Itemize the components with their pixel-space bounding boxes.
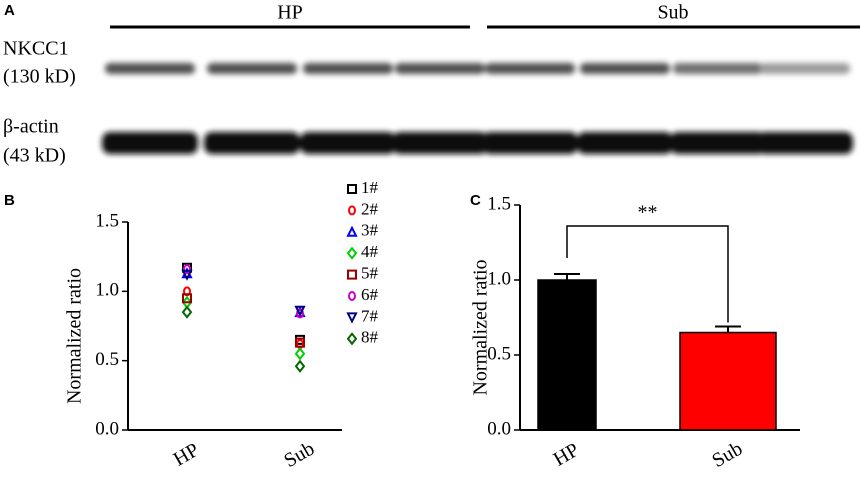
significance-label: ** bbox=[638, 202, 658, 224]
marker bbox=[181, 269, 193, 281]
actin-band bbox=[204, 132, 300, 154]
group-label: HP bbox=[277, 2, 303, 24]
marker bbox=[296, 308, 304, 319]
y-tick-label: 0.0 bbox=[95, 418, 119, 439]
y-axis-title: Normalized ratio bbox=[470, 259, 492, 395]
legend-marker bbox=[346, 225, 358, 237]
group-label: Sub bbox=[657, 2, 688, 24]
marker bbox=[294, 359, 306, 373]
x-tick-label: Sub bbox=[708, 437, 746, 472]
y-tick-label: 1.0 bbox=[95, 280, 119, 301]
blot-bands bbox=[102, 63, 853, 154]
nkcc1-band bbox=[760, 63, 850, 74]
marker bbox=[294, 347, 306, 361]
x-tick-label: HP bbox=[170, 439, 203, 471]
marker bbox=[183, 286, 191, 297]
marker bbox=[294, 305, 306, 317]
row-size: (43 kD) bbox=[3, 145, 66, 167]
bar bbox=[537, 279, 597, 431]
legend-label: 5# bbox=[361, 264, 379, 283]
marker bbox=[295, 337, 305, 348]
actin-band bbox=[482, 132, 578, 154]
actin-band bbox=[300, 132, 396, 154]
nkcc1-band bbox=[580, 63, 670, 74]
x-tick-label: HP bbox=[550, 439, 583, 471]
row-label: β-actin bbox=[3, 116, 59, 138]
legend-label: 2# bbox=[361, 199, 379, 218]
actin-band bbox=[392, 132, 488, 154]
nkcc1-band bbox=[207, 63, 297, 74]
significance-bracket bbox=[566, 225, 729, 323]
y-tick-label: 0.5 bbox=[95, 349, 119, 370]
panel-letter: C bbox=[470, 192, 481, 209]
actin-band bbox=[670, 132, 766, 154]
y-tick-label: 1.0 bbox=[487, 268, 511, 289]
y-tick-label: 0.5 bbox=[487, 343, 511, 364]
legend-marker bbox=[346, 332, 358, 346]
legend-marker bbox=[346, 312, 358, 324]
legend-label: 8# bbox=[361, 328, 379, 347]
y-tick-label: 1.5 bbox=[95, 210, 119, 231]
legend-marker bbox=[348, 291, 356, 301]
nkcc1-band bbox=[303, 63, 393, 74]
legend-marker bbox=[346, 246, 358, 260]
legend-marker bbox=[348, 205, 356, 216]
legend-label: 4# bbox=[361, 242, 379, 261]
row-size: (130 kD) bbox=[3, 66, 76, 88]
legend-marker bbox=[347, 184, 357, 194]
actin-band bbox=[577, 132, 673, 154]
y-axis-title: Normalized ratio bbox=[64, 268, 86, 404]
marker bbox=[182, 262, 192, 273]
legend-label: 3# bbox=[361, 221, 379, 240]
legend-label: 6# bbox=[361, 285, 379, 304]
nkcc1-band bbox=[673, 63, 763, 74]
y-tick-label: 1.5 bbox=[487, 193, 511, 214]
nkcc1-band bbox=[105, 63, 195, 74]
nkcc1-band bbox=[485, 63, 575, 74]
y-tick-label: 0.0 bbox=[487, 418, 511, 439]
row-label: NKCC1 bbox=[3, 38, 69, 60]
bar bbox=[679, 331, 777, 431]
marker bbox=[181, 305, 193, 319]
legend-marker bbox=[347, 269, 357, 280]
legend-label: 1# bbox=[361, 178, 379, 197]
legend-label: 7# bbox=[361, 306, 379, 325]
marker bbox=[183, 264, 191, 275]
x-tick-label: Sub bbox=[280, 437, 318, 472]
panel-letter: B bbox=[4, 192, 15, 209]
actin-band bbox=[757, 132, 853, 154]
marker bbox=[182, 293, 192, 304]
nkcc1-band bbox=[395, 63, 485, 74]
actin-band bbox=[102, 132, 198, 154]
panel-letter: A bbox=[4, 2, 15, 19]
